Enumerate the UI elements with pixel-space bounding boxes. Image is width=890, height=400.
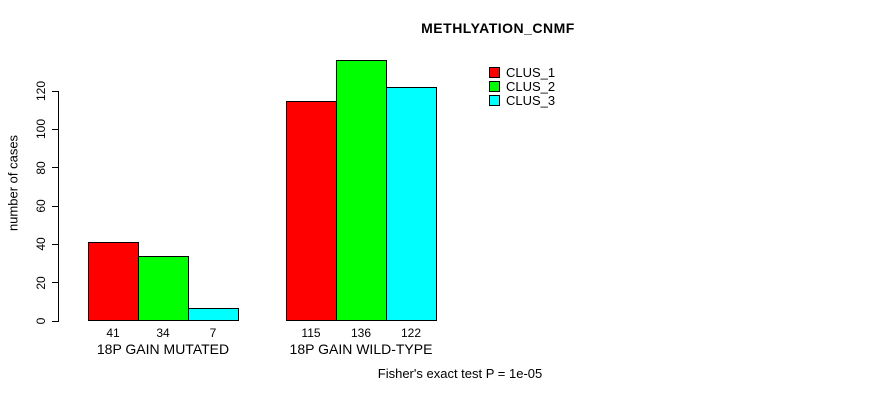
legend-label: CLUS_1 bbox=[506, 64, 556, 80]
category-label: 18P GAIN MUTATED bbox=[96, 341, 230, 357]
bar-clus_3-group2 bbox=[386, 87, 437, 321]
legend: CLUS_1 CLUS_2 CLUS_3 bbox=[489, 65, 555, 108]
y-tick bbox=[52, 243, 59, 245]
y-tick bbox=[52, 167, 59, 169]
y-tick bbox=[52, 128, 59, 130]
legend-swatch-clus_2 bbox=[489, 80, 500, 92]
bar-value-label: 34 bbox=[156, 326, 170, 340]
bar-clus_2-group2 bbox=[336, 60, 387, 321]
footer-stat-note: Fisher's exact test P = 1e-05 bbox=[377, 366, 543, 381]
bar-clus_2-group1 bbox=[138, 256, 189, 321]
y-tick-label: 0 bbox=[34, 317, 48, 325]
y-tick bbox=[52, 320, 59, 322]
y-axis-line bbox=[58, 91, 59, 322]
bar-clus_3-group1 bbox=[188, 308, 239, 321]
legend-label: CLUS_2 bbox=[506, 78, 556, 94]
y-tick-label: 80 bbox=[34, 160, 48, 175]
legend-label: CLUS_3 bbox=[506, 93, 556, 109]
bar-value-label: 41 bbox=[106, 326, 120, 340]
bar-value-label: 136 bbox=[350, 326, 372, 340]
y-tick-label: 120 bbox=[34, 80, 48, 102]
bar-clus_1-group1 bbox=[88, 242, 139, 321]
y-tick-label: 100 bbox=[34, 119, 48, 140]
legend-item-clus_1: CLUS_1 bbox=[489, 64, 556, 80]
y-tick bbox=[52, 90, 59, 92]
chart-title: METHLYATION_CNMF bbox=[421, 20, 575, 36]
category-label: 18P GAIN WILD-TYPE bbox=[289, 341, 433, 357]
y-tick-label: 60 bbox=[34, 199, 48, 213]
legend-item-clus_2: CLUS_2 bbox=[489, 78, 556, 94]
y-axis-title: number of cases bbox=[5, 134, 21, 232]
y-tick-label: 20 bbox=[34, 275, 48, 290]
legend-swatch-clus_3 bbox=[489, 95, 500, 107]
y-tick bbox=[52, 282, 59, 284]
y-tick bbox=[52, 205, 59, 207]
legend-swatch-clus_1 bbox=[489, 66, 500, 78]
bar-clus_1-group2 bbox=[286, 101, 337, 321]
bar-value-label: 122 bbox=[400, 326, 422, 340]
bar-value-label: 115 bbox=[301, 326, 321, 340]
y-tick-label: 40 bbox=[34, 237, 48, 252]
bar-value-label: 7 bbox=[209, 326, 217, 340]
legend-item-clus_3: CLUS_3 bbox=[489, 93, 556, 109]
